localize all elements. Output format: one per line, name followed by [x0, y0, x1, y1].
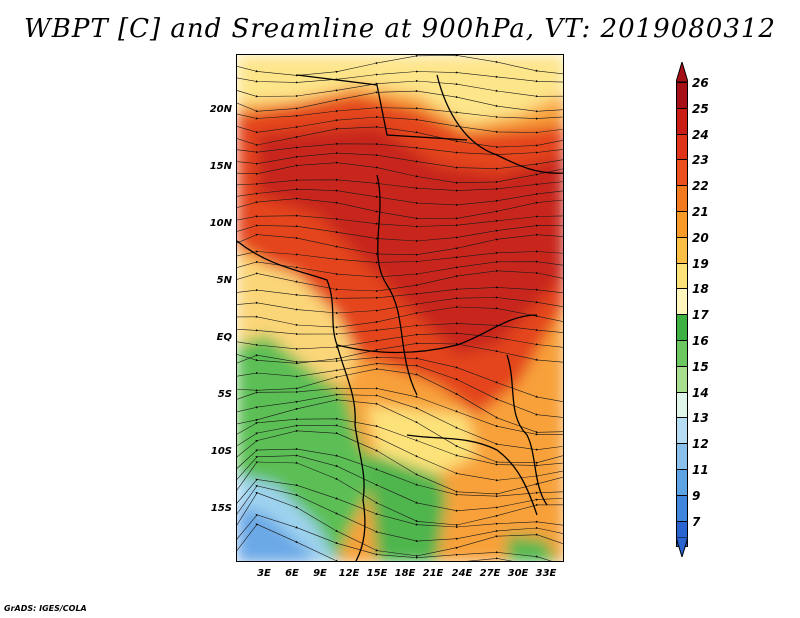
colorbar-label: 26	[692, 76, 709, 90]
colorbar-label: 15	[692, 359, 709, 374]
colorbar-label: 20	[692, 230, 709, 245]
colorbar-label: 18	[692, 282, 709, 297]
colorbar-label: 22	[692, 179, 709, 194]
colorbar-segment	[676, 82, 688, 109]
wbpt-streamline-map	[237, 55, 563, 561]
colorbar-segment	[676, 340, 688, 367]
colorbar-bottom-arrow	[676, 537, 688, 557]
colorbar-label: 13	[692, 411, 709, 426]
streamline	[237, 178, 563, 192]
colorbar-segment	[676, 133, 688, 161]
streamline	[237, 161, 563, 184]
colorbar-segment	[676, 494, 688, 522]
map-panel	[236, 54, 564, 562]
colorbar-label: 25	[692, 101, 709, 116]
streamline	[237, 305, 563, 329]
lon-label-33e: 33E	[535, 568, 557, 579]
colorbar-segment	[676, 107, 688, 135]
colorbar-segment	[676, 469, 688, 496]
colorbar-label: 23	[692, 153, 709, 168]
lon-label-27e: 27E	[479, 568, 501, 579]
colorbar-label: 9	[692, 488, 701, 503]
colorbar-label: 12	[692, 437, 709, 452]
lon-label-21e: 21E	[422, 568, 444, 579]
streamlines-layer	[237, 55, 563, 561]
streamline	[237, 286, 563, 300]
lat-label-15s: 15S	[210, 503, 232, 514]
colorbar-segment	[676, 288, 688, 316]
colorbar-segment	[676, 314, 688, 341]
lon-label-3e: 3E	[257, 568, 271, 579]
lat-label-5n: 5N	[216, 275, 232, 286]
colorbar-segment	[676, 159, 688, 187]
colorbar-segment	[676, 185, 688, 212]
colorbar-label: 21	[692, 205, 709, 219]
colorbar-segment	[676, 211, 688, 238]
colorbar-segment	[676, 391, 688, 419]
boundaries-layer	[237, 74, 563, 561]
colorbar-segment	[676, 236, 688, 264]
colorbar-segment	[676, 443, 688, 470]
lat-label-20n: 20N	[209, 104, 232, 115]
lon-label-9e: 9E	[313, 568, 327, 579]
lon-label-30e: 30E	[507, 568, 529, 579]
colorbar-segment	[676, 262, 688, 290]
colorbar-top-arrow	[676, 62, 688, 82]
wbpt-shading	[237, 55, 563, 561]
lon-label-18e: 18E	[394, 568, 416, 579]
lat-label-10s: 10S	[210, 446, 232, 457]
lon-label-6e: 6E	[285, 568, 299, 579]
lon-label-24e: 24E	[451, 568, 473, 579]
colorbar-label: 14	[692, 385, 709, 400]
streamline	[237, 523, 539, 561]
lat-label-10n: 10N	[209, 218, 232, 229]
lat-label-15n: 15N	[209, 161, 232, 172]
colorbar-label: 7	[692, 514, 701, 529]
lat-label-5s: 5S	[217, 389, 232, 400]
colorbar-label: 24	[692, 127, 709, 142]
colorbar-label: 11	[692, 463, 709, 477]
colorbar-label: 16	[692, 334, 709, 348]
lon-label-15e: 15E	[366, 568, 388, 579]
colorbar-label: 17	[692, 308, 709, 323]
plot-title: WBPT [C] and Sreamline at 900hPa, VT: 20…	[24, 14, 776, 44]
colorbar-segment	[676, 417, 688, 445]
grads-credit: GrADS: IGES/COLA	[4, 604, 87, 613]
colorbar-segment	[676, 365, 688, 393]
lat-label-eq: EQ	[216, 332, 232, 343]
lon-label-12e: 12E	[338, 568, 360, 579]
colorbar-label: 19	[692, 256, 709, 271]
